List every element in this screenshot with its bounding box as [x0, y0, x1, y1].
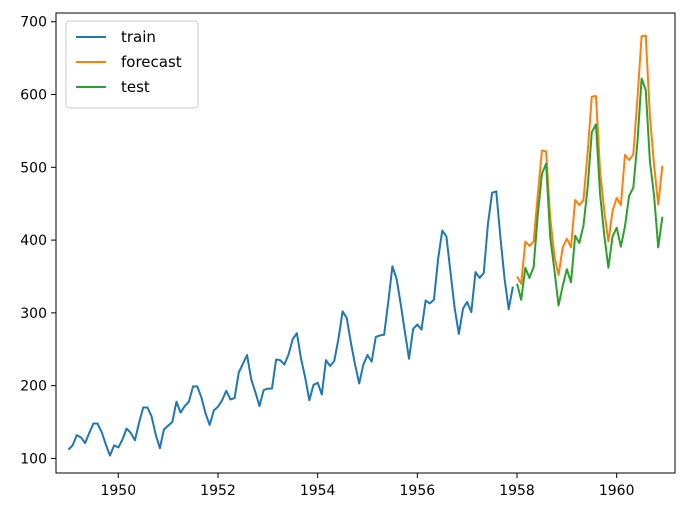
series-line-test: [516, 77, 664, 307]
y-axis: 100 200 300 400 500 600 700: [20, 15, 56, 467]
y-tick-label: 500: [20, 160, 47, 176]
x-tick-label: 1954: [300, 483, 336, 499]
x-tick-label: 1956: [400, 483, 436, 499]
y-tick-label: 400: [20, 233, 47, 249]
x-tick-label: 1950: [100, 483, 136, 499]
x-tick-label: 1960: [599, 483, 635, 499]
legend-label-test: test: [121, 78, 150, 96]
x-axis: 1950 1952 1954 1956 1958 1960: [100, 473, 635, 499]
y-tick-label: 600: [20, 88, 47, 104]
series-line-forecast: [516, 34, 664, 285]
y-tick-label: 200: [20, 379, 47, 395]
x-tick-label: 1958: [499, 483, 535, 499]
plot-frame: [55, 12, 676, 474]
series-line-train: [67, 190, 514, 457]
legend-label-train: train: [121, 28, 156, 46]
y-tick-label: 300: [20, 306, 47, 322]
y-tick-label: 700: [20, 15, 47, 31]
legend: train forecast test: [65, 20, 199, 109]
legend-label-forecast: forecast: [121, 53, 182, 71]
x-tick-label: 1952: [200, 483, 236, 499]
plot-lines: [67, 34, 664, 457]
y-tick-label: 100: [20, 451, 47, 467]
